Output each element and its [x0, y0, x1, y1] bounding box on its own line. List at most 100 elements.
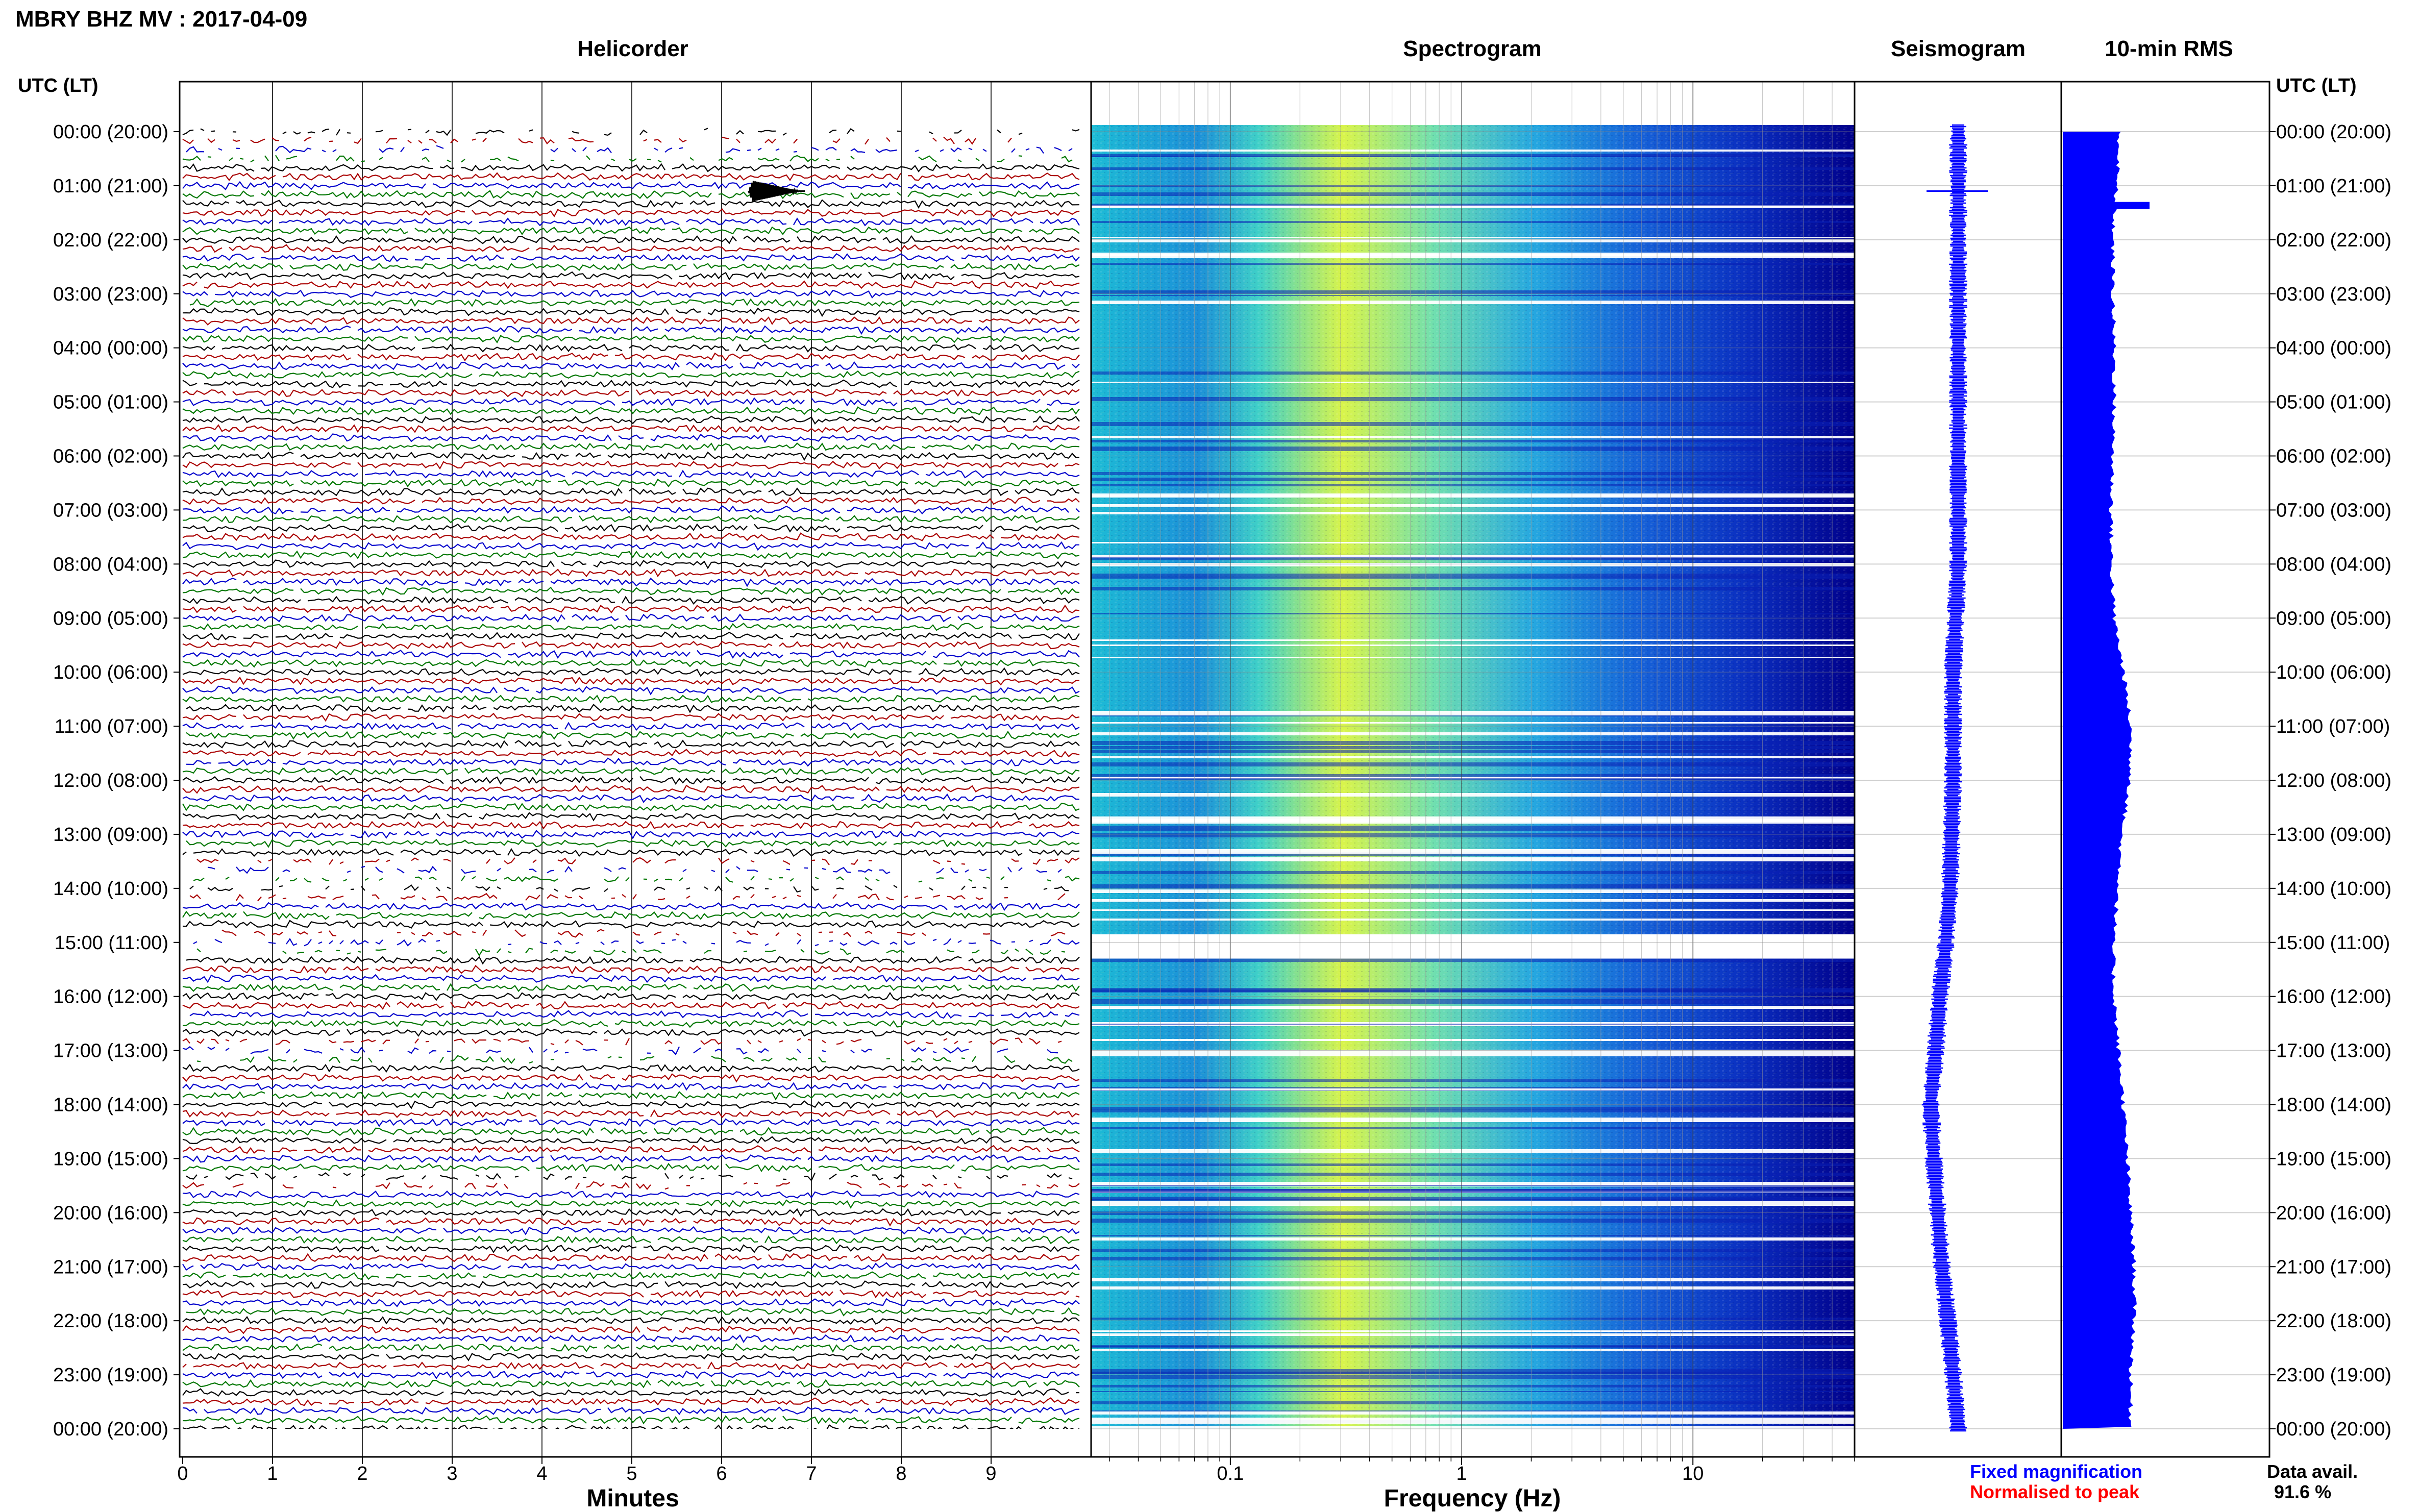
spectrogram-streak	[1091, 1426, 1855, 1429]
helicorder-trace-row	[182, 442, 1080, 452]
helicorder-trace-row	[182, 739, 1080, 749]
spectrogram-streak	[1091, 884, 1855, 888]
helicorder-trace-row	[182, 487, 1080, 497]
helicorder-trace-row	[182, 289, 1080, 299]
spectrogram-streak	[1091, 478, 1855, 481]
spectrogram-streak	[1091, 154, 1855, 157]
helicorder-trace-row	[182, 532, 1080, 542]
helicorder-trace-row	[182, 1154, 1080, 1163]
helicorder-trace-row	[182, 397, 1080, 407]
time-label-left: 17:00 (13:00)	[53, 1040, 168, 1062]
spectrogram-streak	[1091, 1211, 1855, 1215]
rms-area	[2063, 132, 2137, 1429]
spectrogram-streak	[1091, 436, 1855, 438]
rms-plot	[2063, 132, 2150, 1429]
spectrogram-streak	[1091, 1006, 1855, 1009]
helicorder-trace-row	[182, 226, 1080, 235]
spectrogram-streak	[1091, 746, 1855, 749]
figure-title: MBRY BHZ MV : 2017-04-09	[15, 7, 307, 32]
spectrogram-streak	[1091, 816, 1855, 821]
spectrogram-streak	[1091, 1182, 1855, 1186]
helicorder-trace-row	[182, 1415, 1080, 1425]
time-label-left: 02:00 (22:00)	[53, 230, 168, 251]
spectrogram-streak	[1091, 557, 1855, 560]
spectrogram-streak	[1091, 714, 1855, 715]
helicorder-trace-row	[182, 613, 1080, 623]
helicorder-trace-row	[182, 793, 1079, 803]
spectrogram-streak	[1091, 504, 1855, 507]
helicorder-trace-row	[182, 208, 1080, 217]
helicorder-trace-row	[182, 1127, 1080, 1136]
time-label-right: 10:00 (06:00)	[2276, 662, 2391, 683]
spectrogram-streak	[1091, 777, 1855, 779]
spectrogram-streak	[1091, 1088, 1855, 1090]
helicorder-tick-label: 5	[626, 1463, 637, 1484]
spectrogram-streak	[1091, 512, 1855, 514]
spectrogram-tick-label: 10	[1682, 1463, 1704, 1484]
helicorder-trace-row	[182, 685, 1080, 696]
helicorder-tick-label: 3	[447, 1463, 457, 1484]
spectrogram-streak	[1091, 263, 1855, 265]
helicorder-trace-row	[182, 974, 1080, 983]
spectrogram-streak	[1091, 1053, 1855, 1056]
helicorder-trace-row	[182, 902, 1080, 911]
spectrogram-image	[1091, 82, 1855, 1457]
helicorder-trace-row	[197, 948, 1079, 955]
spectrogram-streak	[1091, 1237, 1855, 1241]
time-label-right: 02:00 (22:00)	[2276, 230, 2391, 251]
time-label-left: 06:00 (02:00)	[53, 446, 168, 467]
spectrogram-streak	[1091, 1235, 1855, 1236]
time-axis-label-left: UTC (LT)	[18, 75, 98, 96]
helicorder-trace-row	[196, 1055, 1073, 1064]
helicorder-trace-row	[182, 821, 1080, 830]
helicorder-trace-row	[189, 298, 1080, 308]
spectrogram-streak	[1091, 206, 1855, 208]
helicorder-trace-row	[182, 1100, 1080, 1109]
helicorder-tick-label: 7	[806, 1463, 817, 1484]
helicorder-trace-row	[182, 388, 1080, 398]
legend-normalised-to-peak: Normalised to peak	[1970, 1481, 2140, 1502]
helicorder-trace-row	[182, 433, 1080, 443]
helicorder-trace-row	[183, 559, 1080, 569]
time-label-right: 20:00 (16:00)	[2276, 1202, 2391, 1224]
helicorder-trace-row	[182, 334, 1080, 344]
helicorder-trace-row	[182, 1316, 1080, 1325]
helicorder-trace-row	[182, 1082, 1080, 1091]
helicorder-trace-row	[182, 830, 1080, 839]
spectrogram-streak	[1091, 778, 1855, 780]
helicorder-trace-row	[182, 1253, 1080, 1262]
helicorder-trace-row	[182, 722, 1080, 731]
time-label-left: 21:00 (17:00)	[53, 1256, 168, 1278]
spectrogram-streak	[1091, 472, 1855, 475]
spectrogram-streak	[1091, 793, 1855, 797]
helicorder-trace-row	[182, 910, 1080, 920]
helicorder-trace-row	[182, 253, 1080, 262]
spectrogram-streak	[1091, 493, 1855, 497]
spectrogram-streak	[1091, 1050, 1855, 1053]
time-labels-right: 00:00 (20:00) 01:00 (21:00) 02:00 (22:00) 0…	[2269, 121, 2391, 1440]
time-label-left: 05:00 (01:00)	[53, 392, 168, 413]
time-label-right: 00:00 (20:00)	[2276, 121, 2391, 143]
time-label-right: 13:00 (09:00)	[2276, 824, 2391, 846]
spectrogram-tick-label: 0.1	[1217, 1463, 1244, 1484]
spectrogram-streak	[1091, 237, 1855, 238]
helicorder-trace-row	[182, 1217, 1080, 1227]
spectrogram-streak	[1091, 1385, 1855, 1387]
helicorder-trace-row	[182, 424, 1080, 433]
helicorder-trace-row	[182, 712, 1080, 722]
time-label-right: 23:00 (19:00)	[2276, 1365, 2391, 1386]
time-label-right: 09:00 (05:00)	[2276, 608, 2391, 629]
rms-title: 10-min RMS	[2105, 36, 2233, 61]
helicorder-trace-row	[182, 1181, 1080, 1191]
time-label-left: 18:00 (14:00)	[53, 1095, 168, 1116]
time-label-left: 15:00 (11:00)	[55, 932, 168, 954]
helicorder-tick-label: 9	[985, 1463, 996, 1484]
helicorder-trace-row	[182, 992, 1080, 1001]
helicorder-trace-row	[182, 505, 1080, 515]
spectrogram-streak	[1091, 484, 1855, 486]
helicorder-trace-row	[182, 1280, 1080, 1290]
helicorder-trace-row	[182, 514, 1080, 524]
helicorder-tick-label: 1	[267, 1463, 278, 1484]
spectrogram-streak	[1091, 447, 1855, 451]
spectrogram-streak	[1091, 774, 1855, 777]
